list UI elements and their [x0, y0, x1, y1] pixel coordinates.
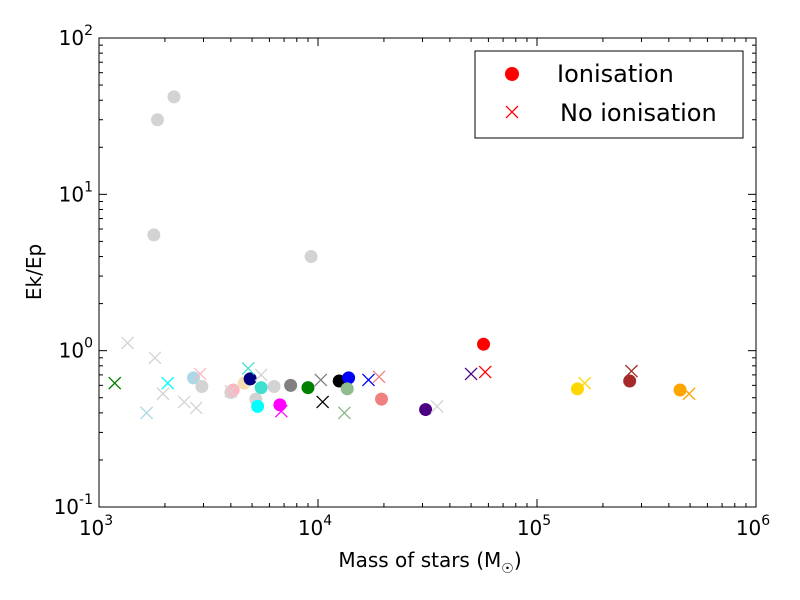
- no-ionisation-point: [108, 376, 122, 390]
- ionisation-point: [267, 379, 281, 393]
- no-ionisation-point: [140, 406, 154, 420]
- ionisation-point: [284, 378, 298, 392]
- no-ionisation-point: [337, 406, 351, 420]
- ionisation-point: [623, 374, 637, 388]
- no-ionisation-point: [372, 370, 386, 384]
- no-ionisation-point: [121, 336, 135, 350]
- no-ionisation-point: [578, 376, 592, 390]
- no-ionisation-point: [316, 395, 330, 409]
- ionisation-point: [304, 250, 318, 264]
- no-ionisation-point: [430, 399, 444, 413]
- ionisation-point: [186, 371, 200, 385]
- y-tick-label: 100: [59, 336, 93, 363]
- ionisation-point: [243, 372, 257, 386]
- no-ionisation-point: [254, 368, 268, 382]
- y-axis-label: Ek/Ep: [22, 244, 46, 300]
- ionisation-point: [477, 337, 491, 351]
- x-tick-label: 106: [736, 513, 770, 540]
- ionisation-point: [254, 381, 268, 395]
- ionisation-point: [151, 113, 165, 127]
- no-ionisation-point: [478, 365, 492, 379]
- no-ionisation-point: [625, 364, 638, 378]
- no-ionisation-point: [362, 373, 375, 387]
- no-ionisation-point: [161, 376, 175, 390]
- legend-ionisation-marker: [505, 67, 519, 81]
- x-tick-label: 104: [298, 513, 332, 540]
- no-ionisation-point: [193, 367, 207, 381]
- no-ionisation-point: [148, 351, 162, 365]
- x-tick-label: 105: [517, 513, 551, 540]
- y-tick-label: 102: [59, 23, 93, 50]
- legend-no-ionisation-marker: [505, 105, 519, 119]
- ionisation-point: [570, 382, 584, 396]
- points-layer: [108, 90, 696, 420]
- ionisation-point: [673, 383, 687, 397]
- no-ionisation-point: [156, 387, 170, 401]
- ionisation-point: [251, 399, 265, 413]
- x-axis-label: Mass of stars (M☉): [338, 548, 521, 577]
- ionisation-point: [375, 392, 389, 406]
- no-ionisation-point: [274, 404, 288, 418]
- y-tick-label: 101: [59, 179, 93, 206]
- ionisation-point: [195, 379, 209, 393]
- x-tick-label: 103: [79, 513, 113, 540]
- ionisation-point: [419, 403, 433, 417]
- no-ionisation-point: [177, 395, 191, 409]
- no-ionisation-point: [314, 373, 328, 387]
- y-tick-label: 10-1: [54, 492, 93, 519]
- ionisation-point: [167, 90, 181, 104]
- ionisation-point: [226, 383, 240, 397]
- no-ionisation-point: [189, 401, 203, 415]
- ionisation-point: [340, 382, 354, 396]
- legend-no-ionisation-label: No ionisation: [560, 99, 717, 127]
- ionisation-point: [147, 228, 161, 242]
- legend: Ionisation No ionisation: [474, 50, 744, 139]
- plot-frame: [98, 37, 757, 508]
- ionisation-point: [301, 381, 315, 395]
- no-ionisation-point: [682, 387, 696, 401]
- no-ionisation-point: [464, 367, 478, 381]
- ionisation-point: [273, 398, 287, 412]
- sun-symbol: ☉: [501, 561, 514, 577]
- legend-box: [474, 50, 744, 139]
- legend-ionisation-label: Ionisation: [557, 60, 674, 88]
- ionisation-point: [342, 371, 356, 385]
- no-ionisation-point: [224, 384, 238, 398]
- no-ionisation-point: [241, 361, 255, 375]
